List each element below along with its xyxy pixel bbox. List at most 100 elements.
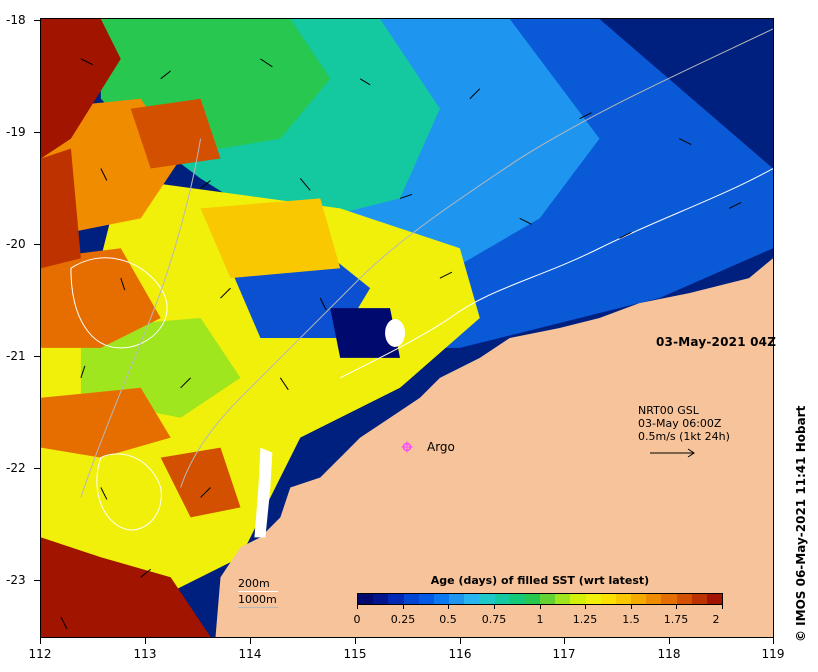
island-barrow xyxy=(385,319,406,347)
colorbar-tick-mark xyxy=(676,605,677,609)
colorbar-title: Age (days) of filled SST (wrt latest) xyxy=(430,574,650,587)
ocean-orange-region-south xyxy=(41,387,171,458)
ocean-red-region-west xyxy=(41,148,81,269)
sst-age-map xyxy=(41,19,773,637)
colorbar-segment xyxy=(449,594,465,604)
colorbar-tick-label: 1.5 xyxy=(622,613,640,626)
argo-float-marker-icon xyxy=(401,441,413,453)
colorbar-tick-mark xyxy=(540,605,541,609)
ocean-yellow-region xyxy=(41,178,480,598)
current-vectors xyxy=(60,58,742,630)
colorbar-tick-label: 1.25 xyxy=(572,613,598,626)
ocean-rust-patch-south xyxy=(160,447,241,518)
colorbar-segment xyxy=(706,594,723,604)
colorbar-segment xyxy=(388,594,404,604)
colorbar-tick-label: 1.75 xyxy=(663,613,689,626)
colorbar-tick-mark xyxy=(357,605,358,609)
colorbar-segment xyxy=(646,594,662,604)
depth-legend-200m: 200m xyxy=(238,576,278,592)
colorbar xyxy=(357,593,723,605)
colorbar-segment xyxy=(464,594,480,604)
colorbar-segment xyxy=(524,594,541,604)
colorbar-tick-label: 1 xyxy=(536,613,544,626)
y-tick-mark xyxy=(34,468,40,469)
x-tick-label: 113 xyxy=(133,647,157,661)
y-tick-mark xyxy=(34,356,40,357)
current-legend-time: 03-May 06:00Z xyxy=(638,417,722,430)
y-tick-label: -22 xyxy=(6,461,26,475)
y-tick-label: -21 xyxy=(6,349,26,363)
x-tick-mark xyxy=(40,638,41,644)
land-australia xyxy=(215,258,773,637)
colorbar-tick-label: 0.5 xyxy=(439,613,457,626)
y-tick-mark xyxy=(34,580,40,581)
x-tick-mark xyxy=(355,638,356,644)
colorbar-segment xyxy=(373,594,389,604)
current-legend-scale: 0.5m/s (1kt 24h) xyxy=(638,430,730,443)
colorbar-tick-label: 0 xyxy=(353,613,361,626)
x-tick-label: 114 xyxy=(238,647,262,661)
ocean-darkred-region-south xyxy=(41,537,211,637)
colorbar-tick-label: 0.25 xyxy=(390,613,416,626)
bathymetry-200m-contour-west xyxy=(70,257,168,349)
depth-legend-1000m: 1000m xyxy=(238,593,278,608)
colorbar-segment xyxy=(540,594,556,604)
colorbar-segment xyxy=(570,594,586,604)
x-tick-label: 119 xyxy=(761,647,785,661)
ocean-darkred-region-north xyxy=(41,19,121,159)
x-tick-label: 112 xyxy=(28,647,52,661)
y-tick-label: -20 xyxy=(6,237,26,251)
colorbar-segment xyxy=(691,594,707,604)
colorbar-tick-mark xyxy=(403,605,404,609)
colorbar-segment xyxy=(403,594,419,604)
x-tick-label: 116 xyxy=(448,647,472,661)
y-tick-label: -18 xyxy=(6,13,26,27)
credit-label: © IMOS 06-May-2021 11:41 Hobart xyxy=(794,405,808,642)
colorbar-segment xyxy=(600,594,616,604)
colorbar-segment xyxy=(494,594,510,604)
colorbar-segment xyxy=(509,594,525,604)
bathymetry-1000m-contour xyxy=(180,28,773,488)
colorbar-tick-mark xyxy=(722,605,723,609)
y-tick-mark xyxy=(34,132,40,133)
colorbar-tick-mark xyxy=(494,605,495,609)
colorbar-segment xyxy=(676,594,692,604)
colorbar-segment xyxy=(479,594,495,604)
colorbar-segment xyxy=(555,594,571,604)
y-tick-mark xyxy=(34,20,40,21)
bathymetry-200m-contour-shelf xyxy=(339,168,773,379)
x-tick-mark xyxy=(564,638,565,644)
colorbar-segment xyxy=(615,594,632,604)
bathymetry-200m-contour-south xyxy=(96,453,162,531)
ocean-amber-region xyxy=(200,198,341,279)
colorbar-tick-label: 0.75 xyxy=(481,613,507,626)
depth-contour-legend: 200m 1000m xyxy=(238,576,278,608)
x-tick-mark xyxy=(669,638,670,644)
x-tick-mark xyxy=(250,638,251,644)
x-tick-mark xyxy=(773,638,774,644)
coastal-white-sliver xyxy=(254,447,273,538)
colorbar-segment xyxy=(358,594,374,604)
colorbar-segment xyxy=(585,594,601,604)
map-plot-area xyxy=(40,18,774,638)
argo-label: Argo xyxy=(427,440,455,454)
x-tick-label: 117 xyxy=(552,647,576,661)
y-tick-label: -23 xyxy=(6,573,26,587)
current-scale-arrow-icon xyxy=(650,448,695,458)
y-tick-mark xyxy=(34,244,40,245)
colorbar-segment xyxy=(418,594,434,604)
colorbar-tick-label: 2 xyxy=(712,613,720,626)
colorbar-segment xyxy=(433,594,450,604)
current-legend-model: NRT00 GSL xyxy=(638,404,699,417)
date-label: 03-May-2021 04Z xyxy=(656,335,777,349)
colorbar-segment xyxy=(661,594,677,604)
x-tick-mark xyxy=(460,638,461,644)
current-legend: NRT00 GSL 03-May 06:00Z 0.5m/s (1kt 24h) xyxy=(638,404,730,443)
x-tick-label: 115 xyxy=(343,647,367,661)
bathymetry-1000m-contour-west xyxy=(80,138,202,498)
colorbar-tick-mark xyxy=(448,605,449,609)
x-tick-label: 118 xyxy=(657,647,681,661)
y-tick-label: -19 xyxy=(6,125,26,139)
ocean-navy-patch xyxy=(330,308,401,358)
